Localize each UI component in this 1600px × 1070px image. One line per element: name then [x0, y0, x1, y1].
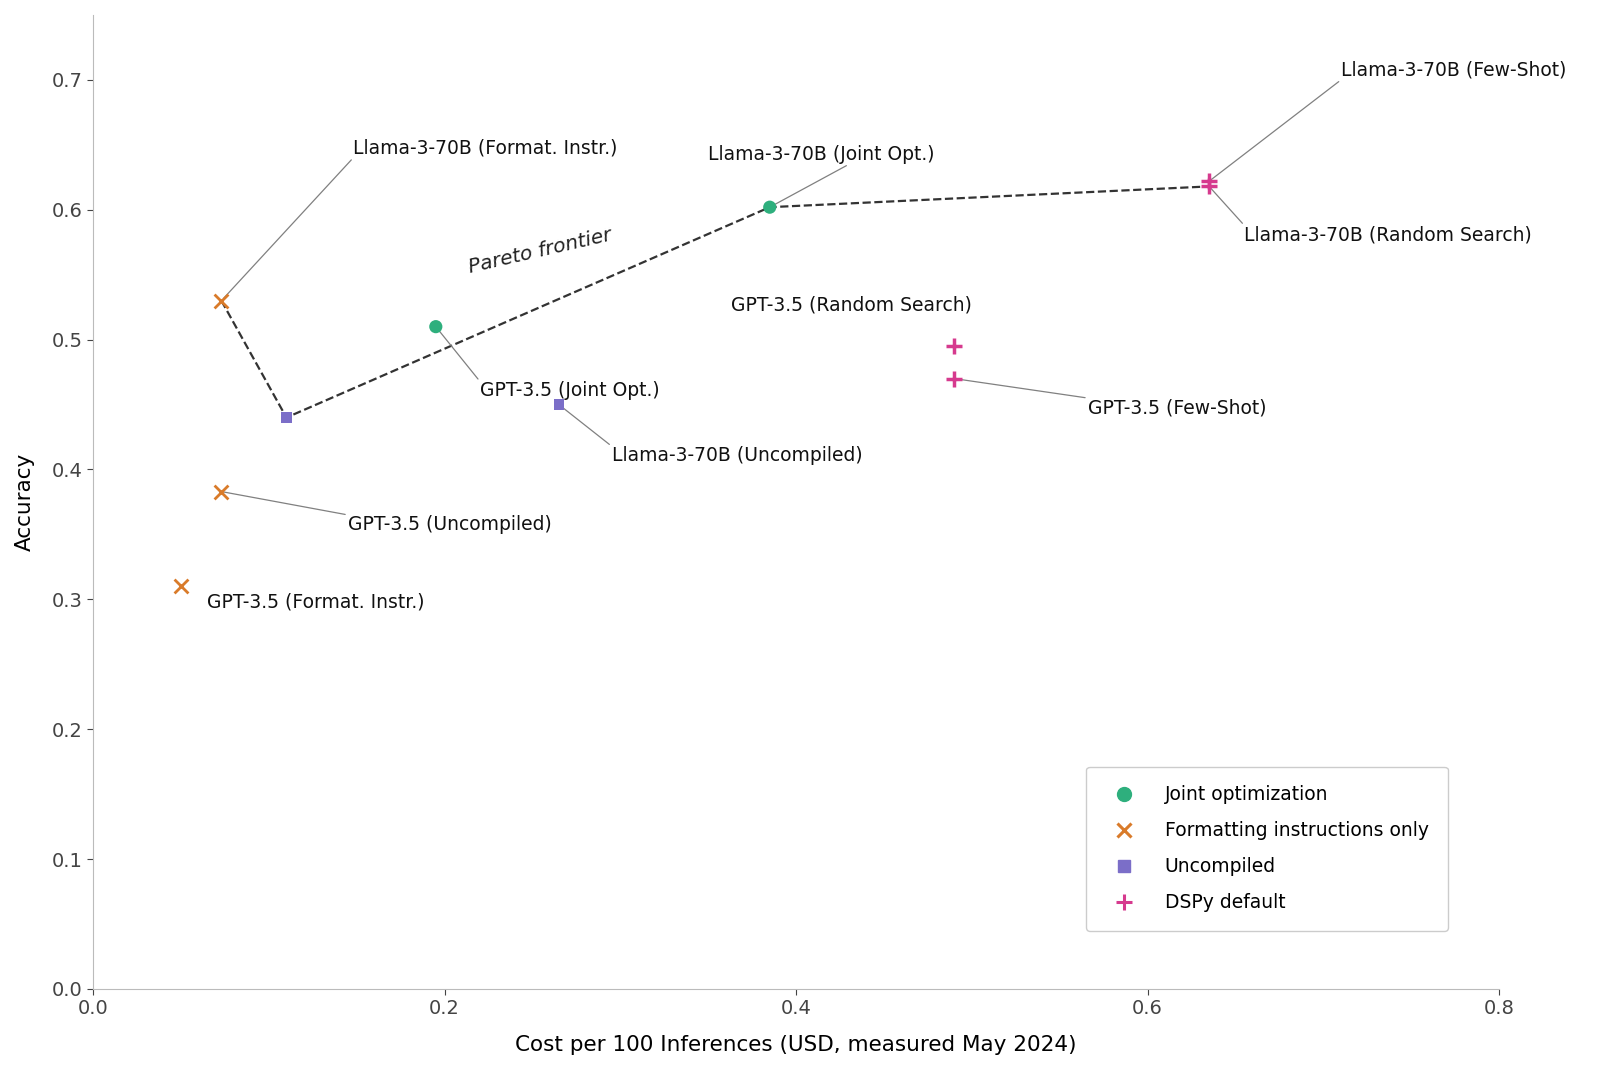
X-axis label: Cost per 100 Inferences (USD, measured May 2024): Cost per 100 Inferences (USD, measured M…: [515, 1035, 1077, 1055]
Text: Llama-3-70B (Format. Instr.): Llama-3-70B (Format. Instr.): [354, 139, 618, 158]
Text: GPT-3.5 (Uncompiled): GPT-3.5 (Uncompiled): [347, 515, 552, 534]
Point: [941, 337, 966, 354]
Text: GPT-3.5 (Random Search): GPT-3.5 (Random Search): [731, 296, 971, 315]
Point: [546, 396, 571, 413]
Text: Pareto frontier: Pareto frontier: [467, 226, 613, 277]
Text: GPT-3.5 (Format. Instr.): GPT-3.5 (Format. Instr.): [208, 593, 426, 612]
Point: [168, 578, 194, 595]
Y-axis label: Accuracy: Accuracy: [14, 453, 35, 551]
Point: [422, 318, 448, 335]
Text: Llama-3-70B (Joint Opt.): Llama-3-70B (Joint Opt.): [709, 146, 934, 165]
Point: [1197, 178, 1222, 195]
Point: [1197, 172, 1222, 189]
Point: [757, 199, 782, 216]
Point: [208, 292, 234, 309]
Point: [274, 409, 299, 426]
Text: Llama-3-70B (Uncompiled): Llama-3-70B (Uncompiled): [611, 446, 862, 465]
Text: Llama-3-70B (Few-Shot): Llama-3-70B (Few-Shot): [1341, 61, 1566, 80]
Legend: Joint optimization, Formatting instructions only, Uncompiled, DSPy default: Joint optimization, Formatting instructi…: [1086, 767, 1448, 931]
Text: Llama-3-70B (Random Search): Llama-3-70B (Random Search): [1245, 226, 1533, 244]
Text: GPT-3.5 (Few-Shot): GPT-3.5 (Few-Shot): [1088, 398, 1266, 417]
Text: GPT-3.5 (Joint Opt.): GPT-3.5 (Joint Opt.): [480, 381, 659, 400]
Point: [208, 483, 234, 500]
Point: [941, 370, 966, 387]
